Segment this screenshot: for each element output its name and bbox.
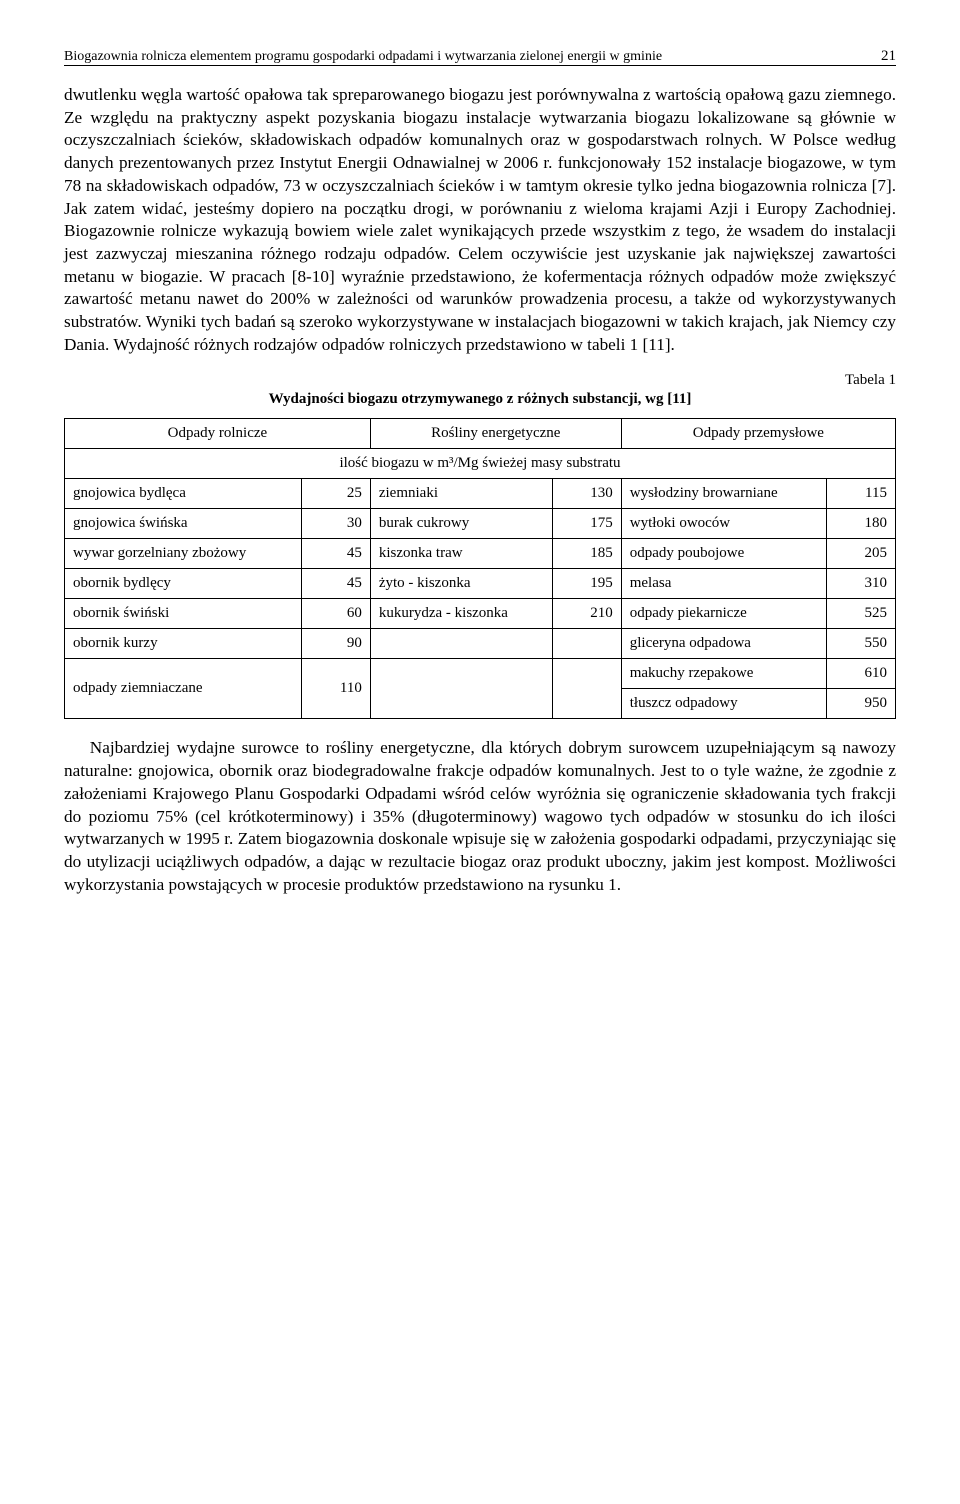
cell-value: 185 [552, 539, 621, 569]
cell-empty [552, 659, 621, 719]
cell-label: kukurydza - kiszonka [370, 599, 552, 629]
cell-label: wytłoki owoców [621, 509, 826, 539]
cell-label: obornik świński [65, 599, 302, 629]
cell-value: 45 [301, 569, 370, 599]
cell-value: 950 [827, 689, 896, 719]
col-group-1: Odpady rolnicze [65, 419, 371, 449]
cell-value: 310 [827, 569, 896, 599]
cell-label: ziemniaki [370, 479, 552, 509]
cell-value: 130 [552, 479, 621, 509]
cell-label: obornik bydlęcy [65, 569, 302, 599]
cell-value: 210 [552, 599, 621, 629]
cell-value: 180 [827, 509, 896, 539]
unit-cell: ilość biogazu w m³/Mg świeżej masy subst… [65, 449, 896, 479]
cell-label: wywar gorzelniany zbożowy [65, 539, 302, 569]
cell-value: 195 [552, 569, 621, 599]
cell-label: melasa [621, 569, 826, 599]
cell-label: odpady ziemniaczane [65, 659, 302, 719]
table-header-row: Odpady rolnicze Rośliny energetyczne Odp… [65, 419, 896, 449]
cell-value: 610 [827, 659, 896, 689]
table-row: obornik bydlęcy 45 żyto - kiszonka 195 m… [65, 569, 896, 599]
col-group-3: Odpady przemysłowe [621, 419, 895, 449]
cell-label: tłuszcz odpadowy [621, 689, 826, 719]
table-label: Tabela 1 [64, 372, 896, 389]
cell-value: 45 [301, 539, 370, 569]
biogas-yield-table: Odpady rolnicze Rośliny energetyczne Odp… [64, 418, 896, 719]
running-header: Biogazownia rolnicza elementem programu … [64, 48, 896, 66]
cell-value: 110 [301, 659, 370, 719]
table-row: obornik kurzy 90 gliceryna odpadowa 550 [65, 629, 896, 659]
cell-label: wysłodziny browarniane [621, 479, 826, 509]
table-row: gnojowica świńska 30 burak cukrowy 175 w… [65, 509, 896, 539]
col-group-2: Rośliny energetyczne [370, 419, 621, 449]
cell-value: 30 [301, 509, 370, 539]
cell-label: gnojowica bydlęca [65, 479, 302, 509]
cell-label: odpady piekarnicze [621, 599, 826, 629]
cell-label: kiszonka traw [370, 539, 552, 569]
cell-value: 25 [301, 479, 370, 509]
table-row: gnojowica bydlęca 25 ziemniaki 130 wysło… [65, 479, 896, 509]
cell-label [370, 629, 552, 659]
table-unit-row: ilość biogazu w m³/Mg świeżej masy subst… [65, 449, 896, 479]
cell-label: odpady poubojowe [621, 539, 826, 569]
cell-value: 175 [552, 509, 621, 539]
paragraph-1: dwutlenku węgla wartość opałowa tak spre… [64, 84, 896, 356]
cell-value: 115 [827, 479, 896, 509]
cell-label: obornik kurzy [65, 629, 302, 659]
cell-empty [370, 659, 552, 719]
running-title: Biogazownia rolnicza elementem programu … [64, 49, 662, 65]
cell-value: 60 [301, 599, 370, 629]
cell-value: 205 [827, 539, 896, 569]
cell-label: burak cukrowy [370, 509, 552, 539]
table-row: wywar gorzelniany zbożowy 45 kiszonka tr… [65, 539, 896, 569]
table-title: Wydajności biogazu otrzymywanego z różny… [64, 391, 896, 408]
cell-value: 525 [827, 599, 896, 629]
cell-value: 550 [827, 629, 896, 659]
cell-label: gnojowica świńska [65, 509, 302, 539]
cell-value: 90 [301, 629, 370, 659]
cell-label: makuchy rzepakowe [621, 659, 826, 689]
page-number: 21 [881, 48, 896, 65]
cell-label: żyto - kiszonka [370, 569, 552, 599]
table-row: odpady ziemniaczane 110 makuchy rzepakow… [65, 659, 896, 689]
cell-value [552, 629, 621, 659]
cell-label: gliceryna odpadowa [621, 629, 826, 659]
paragraph-2: Najbardziej wydajne surowce to rośliny e… [64, 737, 896, 896]
table-row: obornik świński 60 kukurydza - kiszonka … [65, 599, 896, 629]
